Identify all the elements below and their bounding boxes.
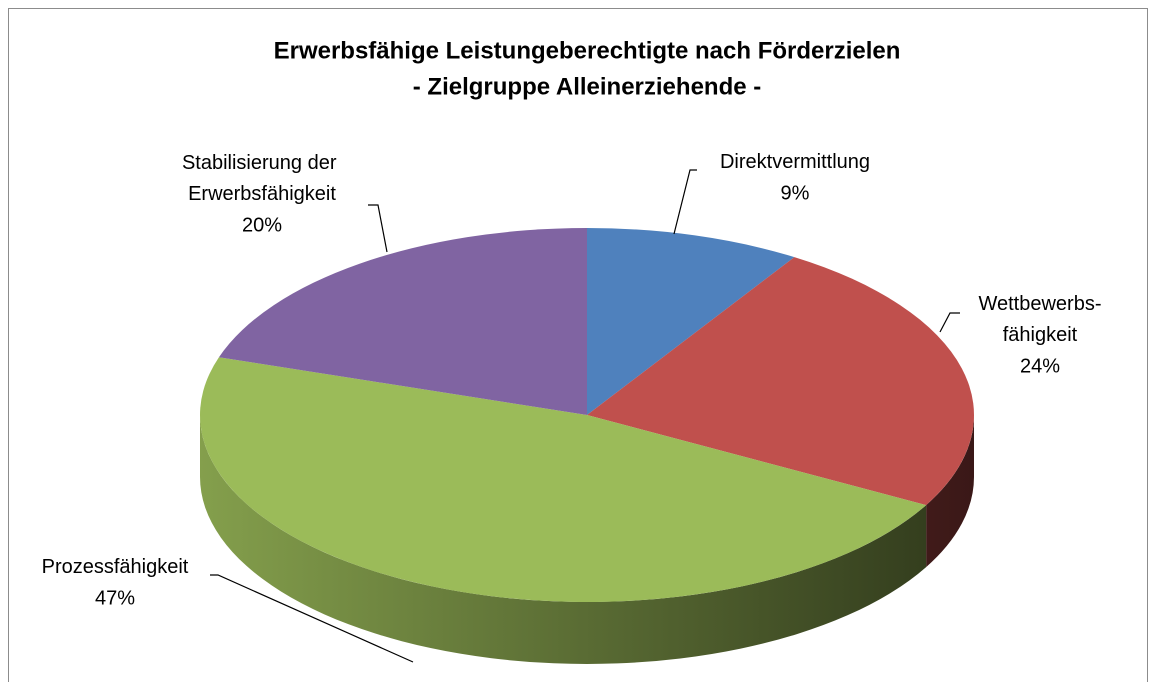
slice — [587, 257, 975, 506]
value-label: 47% — [95, 587, 135, 609]
data-label: Stabilisierung der Erwerbsfähigkeit — [182, 152, 342, 205]
chart-subtitle: - Zielgruppe Alleinerziehende - — [413, 73, 762, 100]
value-label: 9% — [781, 182, 810, 204]
leader-line — [939, 312, 960, 333]
value-label: 20% — [242, 214, 282, 236]
leader-line — [673, 169, 697, 235]
data-label: Wettbewerbs-fähigkeit — [978, 293, 1101, 346]
leader-line — [210, 574, 414, 663]
slice-side — [926, 415, 975, 568]
slice — [587, 228, 795, 415]
value-label: 24% — [1020, 355, 1060, 377]
slice — [199, 357, 927, 603]
slice-side — [200, 415, 927, 665]
data-label: Prozessfähigkeit — [42, 556, 189, 578]
leader-line — [368, 204, 388, 253]
chart-title: Erwerbsfähige Leistungeberechtigte nach … — [274, 37, 901, 64]
slice — [218, 228, 587, 415]
data-label: Direktvermittlung — [720, 151, 870, 173]
